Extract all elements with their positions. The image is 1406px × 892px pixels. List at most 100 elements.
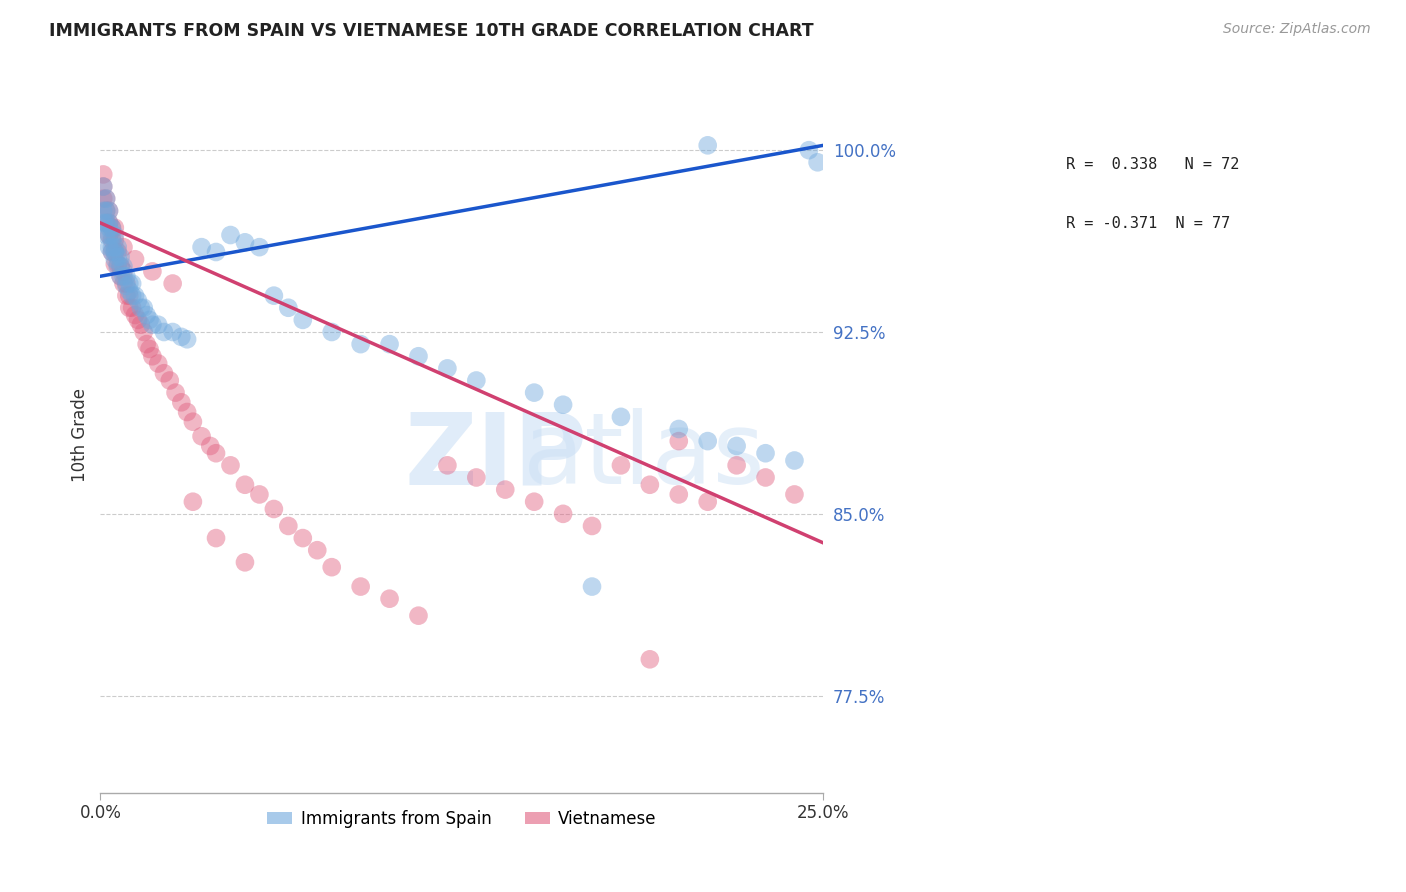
Point	[725, 458, 748, 473]
Point	[465, 470, 488, 484]
Point	[307, 543, 329, 558]
Point	[754, 470, 776, 484]
Point	[551, 398, 574, 412]
Point	[350, 580, 373, 594]
Point	[205, 531, 228, 545]
Point	[101, 245, 124, 260]
Point	[141, 349, 163, 363]
Point	[148, 357, 170, 371]
Point	[162, 277, 184, 291]
Point	[101, 220, 124, 235]
Point	[91, 179, 114, 194]
Point	[104, 240, 127, 254]
Point	[104, 233, 127, 247]
Point	[291, 531, 314, 545]
Point	[148, 318, 170, 332]
Point	[98, 203, 121, 218]
Point	[127, 293, 149, 308]
Point	[124, 252, 146, 267]
Point	[112, 264, 135, 278]
Point	[610, 458, 633, 473]
Point	[668, 487, 690, 501]
Point	[249, 487, 271, 501]
Point	[104, 252, 127, 267]
Point	[94, 203, 117, 218]
Point	[162, 325, 184, 339]
Point	[190, 240, 212, 254]
Point	[110, 260, 132, 274]
Point	[219, 458, 242, 473]
Point	[107, 250, 129, 264]
Point	[98, 203, 121, 218]
Point	[668, 434, 690, 449]
Point	[350, 337, 373, 351]
Point	[104, 220, 127, 235]
Point	[118, 284, 141, 298]
Point	[121, 301, 143, 315]
Point	[91, 192, 114, 206]
Text: R = -0.371  N = 77: R = -0.371 N = 77	[1066, 216, 1230, 231]
Point	[581, 580, 603, 594]
Point	[551, 507, 574, 521]
Point	[138, 313, 160, 327]
Point	[783, 453, 806, 467]
Point	[135, 337, 157, 351]
Point	[725, 439, 748, 453]
Point	[754, 446, 776, 460]
Legend: Immigrants from Spain, Vietnamese: Immigrants from Spain, Vietnamese	[260, 803, 664, 834]
Point	[110, 269, 132, 284]
Point	[98, 220, 121, 235]
Point	[141, 264, 163, 278]
Point	[112, 240, 135, 254]
Point	[153, 325, 176, 339]
Point	[205, 245, 228, 260]
Point	[263, 502, 285, 516]
Point	[638, 652, 661, 666]
Point	[696, 434, 718, 449]
Point	[378, 337, 401, 351]
FancyBboxPatch shape	[977, 109, 1406, 252]
Point	[107, 240, 129, 254]
Point	[129, 318, 152, 332]
Point	[205, 446, 228, 460]
Point	[127, 313, 149, 327]
Point	[696, 138, 718, 153]
Point	[94, 227, 117, 242]
Point	[112, 269, 135, 284]
Point	[112, 260, 135, 274]
Point	[233, 235, 256, 250]
Point	[124, 308, 146, 322]
Point	[104, 245, 127, 260]
Point	[112, 277, 135, 291]
Point	[523, 385, 546, 400]
Point	[581, 519, 603, 533]
Point	[696, 494, 718, 508]
Point	[638, 477, 661, 491]
Point	[91, 179, 114, 194]
Text: atlas: atlas	[523, 408, 765, 505]
Point	[291, 313, 314, 327]
Point	[610, 409, 633, 424]
Point	[135, 308, 157, 322]
Point	[115, 279, 138, 293]
Text: IMMIGRANTS FROM SPAIN VS VIETNAMESE 10TH GRADE CORRELATION CHART: IMMIGRANTS FROM SPAIN VS VIETNAMESE 10TH…	[49, 22, 814, 40]
Point	[408, 349, 430, 363]
Point	[107, 257, 129, 271]
Point	[124, 288, 146, 302]
Point	[807, 155, 830, 169]
Point	[159, 374, 181, 388]
Point	[94, 192, 117, 206]
Point	[132, 301, 155, 315]
Point	[115, 277, 138, 291]
Point	[277, 301, 299, 315]
Point	[101, 245, 124, 260]
Point	[132, 325, 155, 339]
Bar	[1005, 153, 1049, 177]
Point	[121, 288, 143, 302]
Point	[107, 260, 129, 274]
Point	[101, 233, 124, 247]
Point	[170, 330, 193, 344]
Y-axis label: 10th Grade: 10th Grade	[72, 388, 89, 482]
Point	[176, 332, 198, 346]
Point	[110, 260, 132, 274]
